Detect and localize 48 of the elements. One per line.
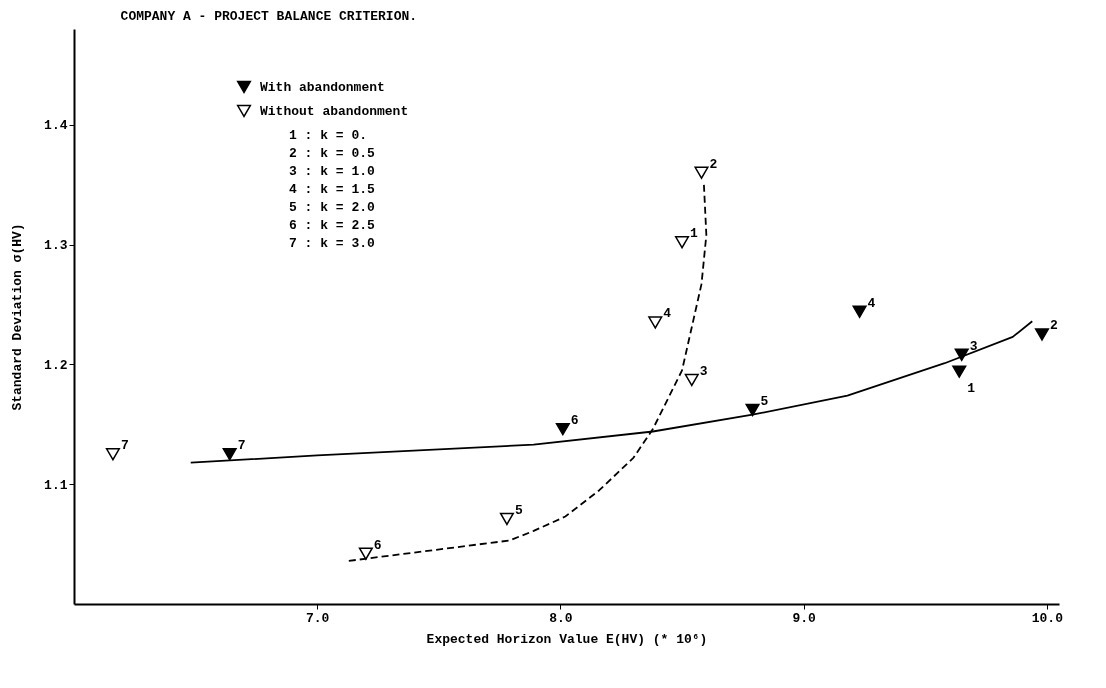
annotation: 6 : k = 2.5 <box>289 218 376 233</box>
point <box>852 305 867 318</box>
point <box>674 236 690 249</box>
point <box>222 448 237 461</box>
point <box>952 365 967 378</box>
annotation: 4 <box>867 295 876 311</box>
point <box>648 316 663 329</box>
annotation: 3 <box>699 363 708 379</box>
point <box>954 348 969 362</box>
annotation: 3 : k = 1.0 <box>289 164 376 179</box>
annotation: 5 : k = 2.0 <box>289 200 376 215</box>
legend-label: With abandonment <box>260 80 385 95</box>
x-tick-label: 7.0 <box>306 610 330 626</box>
annotation: 7 : k = 3.0 <box>289 236 376 251</box>
annotation: 4 <box>663 306 672 322</box>
annotation: 6 <box>373 537 382 553</box>
x-axis-title: Expected Horizon Value E(HV) (* 10⁶) <box>426 631 708 647</box>
annotation: 6 <box>570 413 579 429</box>
annotation: 5 <box>514 502 523 518</box>
legend-label: Without abandonment <box>260 104 409 119</box>
x-tick-label: 10.0 <box>1031 610 1064 626</box>
chart-title: COMPANY A - PROJECT BALANCE CRITERION. <box>120 9 418 24</box>
y-tick-label: 1.2 <box>44 357 68 373</box>
y-tick-label: 1.4 <box>44 118 68 134</box>
annotation: 2 : k = 0.5 <box>289 146 376 161</box>
x-tick-label: 9.0 <box>792 610 817 626</box>
point <box>105 448 120 461</box>
annotation: 1 <box>690 226 699 242</box>
annotation: 5 <box>760 393 769 409</box>
annotation: 1 : k = 0. <box>289 128 368 143</box>
annotation: 1 <box>967 380 976 396</box>
annotation: 2 <box>1049 318 1058 334</box>
annotation: 7 <box>120 438 129 454</box>
annotation: 3 <box>969 338 978 354</box>
point <box>1034 328 1050 341</box>
point <box>745 403 760 417</box>
annotation: 2 <box>709 156 718 172</box>
y-tick-label: 1.3 <box>44 238 68 254</box>
annotation: 7 <box>237 438 246 454</box>
point <box>694 166 709 179</box>
annotation: 4 : k = 1.5 <box>289 182 376 197</box>
point <box>499 512 514 526</box>
point <box>358 547 373 560</box>
point <box>555 422 570 436</box>
x-tick-label: 8.0 <box>549 610 573 626</box>
y-axis-title: Standard Deviation σ(HV) <box>10 223 26 411</box>
point <box>684 373 699 387</box>
y-tick-label: 1.1 <box>44 477 68 493</box>
